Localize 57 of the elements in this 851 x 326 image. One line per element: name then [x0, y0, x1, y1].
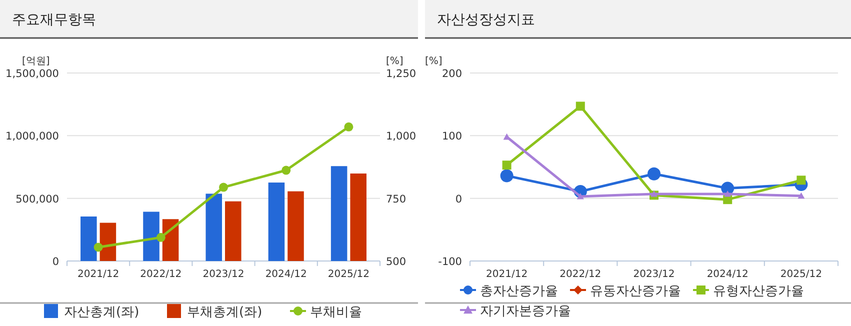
point	[94, 242, 103, 252]
y-tick-label: 100	[442, 130, 462, 143]
point	[500, 169, 514, 182]
bar	[100, 222, 116, 261]
x-tick-label: 2024/12	[706, 269, 748, 280]
x-tick-label: 2021/12	[78, 269, 120, 280]
y-tick-label: -100	[438, 256, 462, 268]
y2-tick-label: 1,250	[386, 68, 416, 80]
x-tick-label: 2025/12	[328, 269, 370, 280]
legend-label: 총자산증가율	[480, 284, 558, 299]
x-tick-label: 2023/12	[202, 269, 244, 280]
bar	[288, 191, 304, 261]
legend-label: 자산총계(좌)	[64, 305, 140, 320]
bar	[206, 194, 222, 261]
bar	[225, 201, 242, 261]
point	[156, 232, 166, 242]
point	[796, 176, 806, 185]
x-tick-label: 2021/12	[486, 269, 528, 280]
x-tick-label: 2025/12	[780, 269, 822, 280]
y-tick-label: 0	[52, 256, 59, 268]
y2-tick-label: 1,000	[386, 130, 416, 143]
point	[282, 166, 291, 175]
legend-label: 유동자산증가율	[590, 284, 681, 299]
y-tick-label: 1,500,000	[6, 68, 59, 80]
point	[724, 190, 732, 197]
y-tick-label: 1,000,000	[6, 130, 59, 143]
y2-tick-label: 750	[386, 193, 406, 206]
y-tick-label: 0	[455, 193, 462, 206]
chart-title: 주요재무항목	[12, 12, 96, 28]
chart-title: 자산성장성지표	[437, 12, 535, 28]
x-tick-label: 2022/12	[560, 269, 602, 280]
y-tick-label: 200	[442, 68, 462, 80]
bar	[143, 212, 160, 261]
x-tick-label: 2024/12	[265, 269, 307, 280]
legend-label: 유형자산증가율	[713, 284, 804, 299]
point	[798, 192, 805, 199]
point	[502, 160, 512, 170]
y2-tick-label: 500	[386, 256, 406, 268]
point	[219, 182, 228, 192]
point	[576, 102, 585, 111]
x-tick-label: 2023/12	[633, 269, 675, 280]
point	[344, 122, 354, 132]
bar	[330, 166, 348, 261]
legend-label: 부채비율	[310, 305, 362, 320]
x-tick-label: 2022/12	[140, 269, 182, 280]
bar	[80, 216, 97, 261]
point	[650, 190, 658, 197]
bar	[350, 174, 366, 261]
y-axis-title: [억원]	[22, 56, 50, 67]
y-tick-label: 500,000	[16, 193, 59, 206]
legend-label: 부채총계(좌)	[187, 305, 262, 320]
point	[576, 192, 584, 200]
bar	[268, 182, 285, 261]
y2-axis-title: [%]	[386, 56, 404, 67]
y-axis-title: [%]	[425, 56, 442, 67]
point	[648, 167, 660, 180]
legend-label: 자기자본증가율	[480, 304, 571, 319]
